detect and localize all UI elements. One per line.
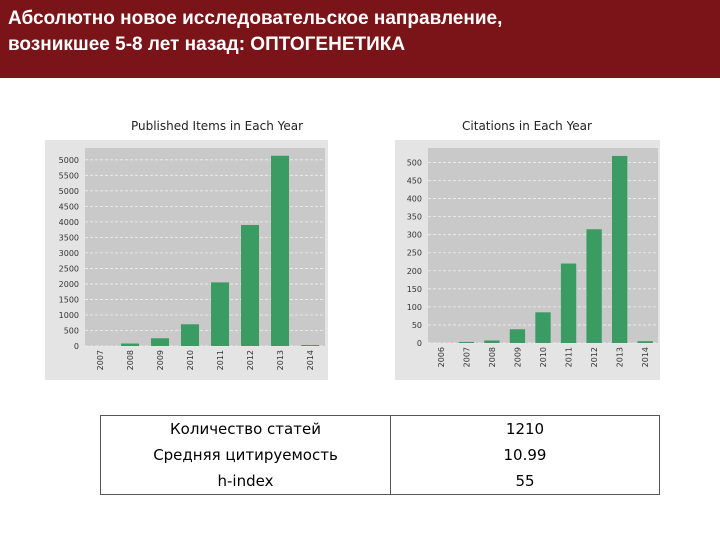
x-tick-label: 2008 — [488, 347, 497, 367]
charts: Published Items in Each Year050010001500… — [45, 119, 660, 380]
y-tick-label: 1500 — [59, 295, 79, 304]
chart-title: Published Items in Each Year — [131, 119, 303, 133]
y-tick-label: 450 — [407, 177, 422, 186]
y-tick-label: 2000 — [59, 280, 79, 289]
cell: Количество статей — [100, 415, 391, 442]
y-tick-label: 200 — [407, 267, 422, 276]
bar — [612, 155, 628, 343]
y-tick-label: 150 — [407, 285, 422, 294]
x-tick-label: 2014 — [641, 347, 650, 367]
y-tick-label: 5000 — [59, 156, 79, 165]
x-tick-label: 2006 — [437, 347, 446, 367]
y-tick-label: 500 — [407, 158, 422, 167]
x-tick-label: 2010 — [539, 347, 548, 367]
y-tick-label: 0 — [417, 339, 422, 348]
cell: 55 — [515, 472, 535, 490]
bar — [509, 329, 526, 343]
slide-title: Абсолютно новое исследовательское направ… — [8, 8, 503, 55]
bar — [151, 338, 169, 346]
y-tick-label: 350 — [407, 213, 422, 222]
y-tick-label: 500 — [64, 326, 79, 335]
x-tick-label: 2007 — [96, 350, 105, 370]
y-tick-label: 1000 — [59, 311, 79, 320]
chart-title: Citations in Each Year — [462, 119, 592, 133]
x-tick-label: 2008 — [126, 350, 135, 370]
cell: 1210 — [505, 420, 545, 438]
bar — [586, 229, 602, 343]
bar — [271, 155, 289, 346]
y-tick-label: 400 — [407, 195, 422, 204]
y-tick-label: 4500 — [59, 202, 79, 211]
x-tick-label: 2014 — [306, 350, 315, 370]
y-tick-label: 2500 — [59, 264, 79, 273]
x-tick-label: 2011 — [216, 350, 225, 370]
y-tick-label: 0 — [74, 342, 79, 351]
bar — [637, 341, 653, 343]
x-tick-label: 2009 — [513, 347, 522, 367]
bar — [211, 282, 229, 346]
x-tick-label: 2012 — [590, 347, 599, 367]
x-tick-label: 2011 — [565, 347, 574, 367]
x-tick-label: 2013 — [616, 347, 625, 367]
bar — [181, 324, 199, 346]
y-tick-label: 3500 — [59, 233, 79, 242]
bar — [560, 263, 577, 343]
y-tick-label: 3000 — [59, 249, 79, 258]
y-tick-label: 5500 — [59, 171, 79, 180]
bar — [484, 340, 500, 343]
y-tick-label: 100 — [407, 303, 422, 312]
bar — [241, 224, 259, 346]
cell: 10.99 — [503, 446, 547, 464]
y-tick-label: 5000 — [59, 187, 79, 196]
cell: Средняя цитируемость — [100, 442, 391, 468]
header-bar: Абсолютно новое исследовательское направ… — [0, 0, 720, 78]
bar — [458, 341, 474, 343]
x-tick-label: 2009 — [156, 350, 165, 370]
x-tick-label: 2013 — [276, 350, 285, 370]
y-tick-label: 250 — [407, 249, 422, 258]
cell: h-index — [100, 468, 391, 495]
bar — [535, 312, 551, 343]
y-tick-label: 4000 — [59, 218, 79, 227]
stats-table: Количество статей 1210 Средняя цитируемос… — [100, 415, 660, 495]
y-tick-label: 50 — [412, 321, 422, 330]
bar — [301, 345, 319, 346]
y-tick-label: 300 — [407, 231, 422, 240]
bar — [121, 343, 139, 346]
x-tick-label: 2012 — [246, 350, 255, 370]
x-tick-label: 2010 — [186, 350, 195, 370]
x-tick-label: 2007 — [462, 347, 471, 367]
